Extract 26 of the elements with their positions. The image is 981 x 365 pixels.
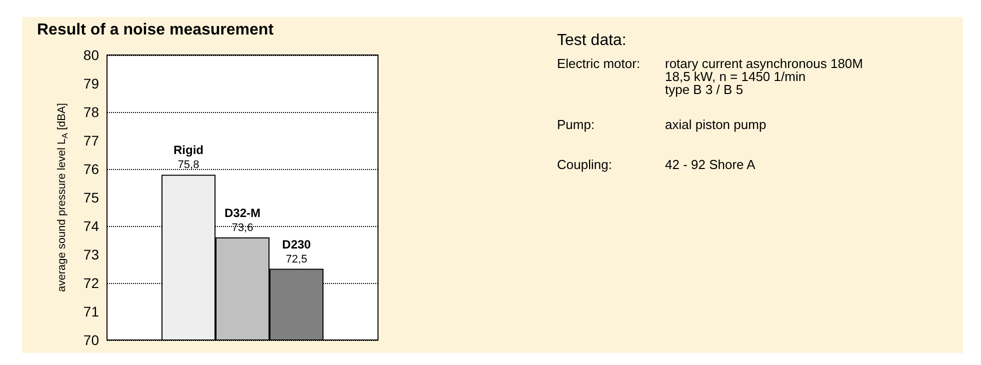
text: 42 - 92 Shore A <box>665 157 756 172</box>
x-tick-label: D230 <box>282 237 312 252</box>
x-tick-label: Rigid <box>174 143 204 158</box>
y-tick-label: 72 <box>83 275 100 291</box>
y-tick-label: 77 <box>83 132 100 148</box>
y-tick-label: 76 <box>83 161 100 177</box>
text: Electric motor: <box>557 56 640 71</box>
text: Coupling: <box>557 157 612 172</box>
text: rotary current asynchronous 180M <box>665 56 863 71</box>
y-axis-title: average sound pressure level LA [dBA] <box>56 103 70 292</box>
y-tick-label: 70 <box>83 332 100 348</box>
y-tick-label: 79 <box>83 76 100 92</box>
text: Test data: <box>557 32 626 50</box>
y-tick-label: 75 <box>83 190 100 206</box>
y-tick-label: 74 <box>83 218 100 234</box>
y-tick-label: 78 <box>83 104 100 120</box>
y-tick-label: 71 <box>83 304 100 320</box>
text: axial piston pump <box>665 117 766 132</box>
data-label: 75,8 <box>178 159 200 172</box>
y-tick-label: 80 <box>83 47 100 63</box>
text: Pump: <box>557 117 595 132</box>
x-tick-label: D32-M <box>224 206 261 220</box>
text: type B 3 / B 5 <box>665 82 744 97</box>
chart-title: Result of a noise measurement <box>37 22 274 38</box>
data-label: 72,5 <box>286 253 308 266</box>
y-tick-label: 73 <box>83 246 100 262</box>
